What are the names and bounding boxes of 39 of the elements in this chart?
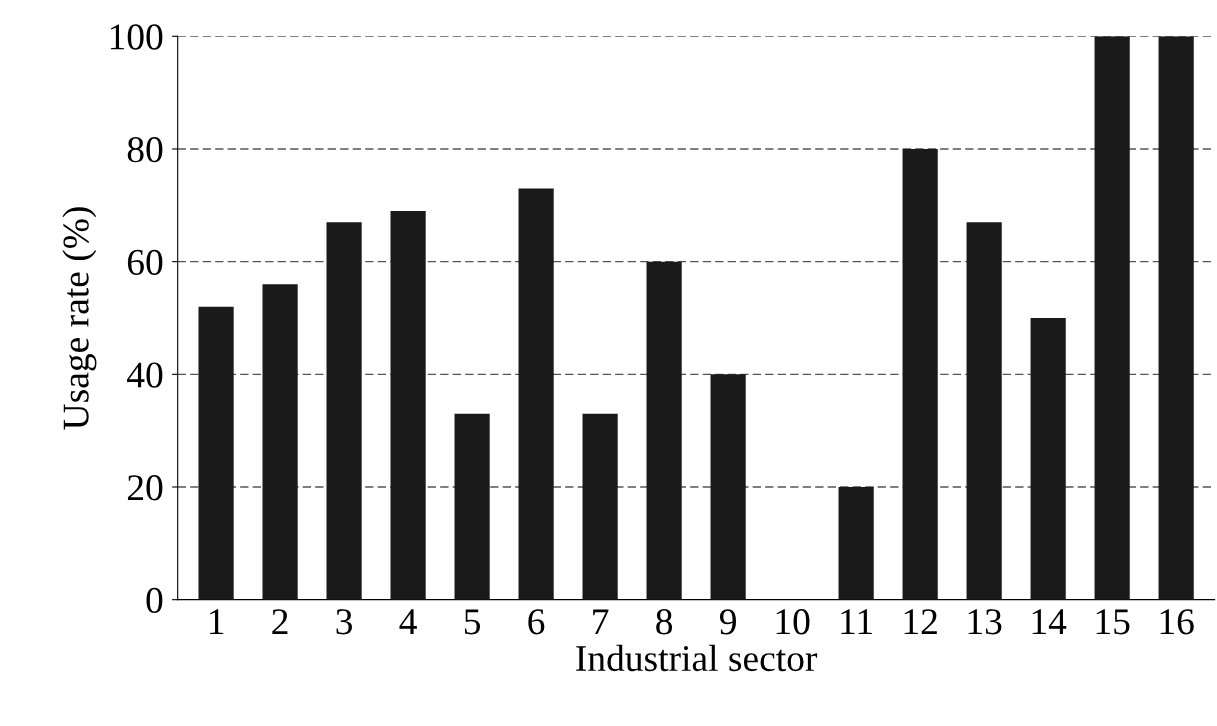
- x-tick-label: 5: [464, 609, 481, 635]
- bar: [646, 261, 682, 600]
- x-tick-label: 14: [1032, 609, 1067, 635]
- x-tick-label: 8: [656, 609, 673, 635]
- bar: [326, 222, 362, 600]
- y-axis-title: Usage rate (%): [62, 207, 97, 430]
- bar: [902, 148, 938, 600]
- bar: [518, 188, 554, 600]
- bar: [454, 413, 490, 600]
- bar: [390, 210, 426, 600]
- x-tick-label: 15: [1096, 609, 1130, 635]
- x-tick-label: 2: [272, 609, 288, 635]
- x-tick-label: 4: [399, 609, 417, 635]
- bar: [838, 487, 874, 600]
- bar: [198, 306, 234, 600]
- bar: [710, 374, 746, 600]
- y-tick-label: 80: [127, 137, 163, 163]
- x-tick-label: 13: [968, 609, 1002, 635]
- x-tick-label: 6: [528, 609, 545, 635]
- bar: [1094, 36, 1130, 600]
- y-tick-label: 40: [127, 362, 163, 388]
- bar: [1158, 36, 1194, 600]
- x-tick-label: 11: [841, 609, 872, 635]
- bar: [1030, 317, 1066, 600]
- bar: [582, 413, 618, 600]
- x-tick-label: 7: [593, 609, 609, 635]
- bar: [966, 222, 1002, 600]
- y-tick-label: 20: [127, 475, 163, 501]
- y-tick-label: 100: [110, 24, 163, 50]
- x-tick-label: 10: [776, 609, 810, 635]
- x-tick-label: 9: [719, 609, 736, 635]
- x-tick-label: 1: [210, 609, 224, 635]
- x-tick-label: 12: [904, 609, 937, 635]
- x-axis-title: Industrial sector: [576, 644, 818, 672]
- y-tick-label: 60: [127, 249, 163, 276]
- x-tick-label: 3: [336, 609, 353, 635]
- y-tick-label: 0: [146, 587, 163, 614]
- bar: [262, 284, 298, 600]
- x-tick-label: 16: [1160, 609, 1194, 635]
